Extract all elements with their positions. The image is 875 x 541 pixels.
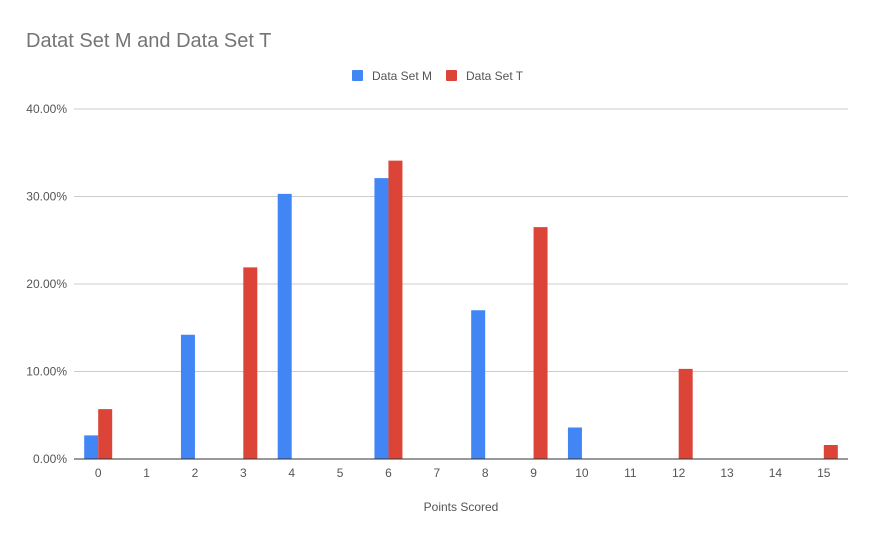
y-tick-label-4: 40.00% <box>26 102 67 116</box>
x-tick-label-11: 11 <box>624 466 637 480</box>
x-tick-label-15: 15 <box>817 466 831 480</box>
bar-data-set-t-6[interactable] <box>388 160 403 460</box>
bar-data-set-m-8[interactable] <box>471 310 486 459</box>
x-tick-label-5: 5 <box>337 466 344 480</box>
legend: Data Set M Data Set T <box>352 69 524 83</box>
x-tick-label-13: 13 <box>720 466 734 480</box>
x-tick-label-2: 2 <box>192 466 199 480</box>
bar-data-set-m-10[interactable] <box>567 427 582 460</box>
chart-title: Datat Set M and Data Set T <box>26 30 271 52</box>
y-tick-label-1: 10.00% <box>26 365 67 379</box>
y-tick-label-3: 30.00% <box>26 190 67 204</box>
x-tick-label-6: 6 <box>385 466 392 480</box>
legend-swatch-data-set-m <box>352 70 363 81</box>
x-tick-label-0: 0 <box>95 466 102 480</box>
legend-label-data-set-m: Data Set M <box>372 69 432 83</box>
bars <box>84 160 838 460</box>
bar-data-set-t-3[interactable] <box>243 267 258 460</box>
x-axis-label: Points Scored <box>424 500 499 514</box>
legend-label-data-set-t: Data Set T <box>466 69 524 83</box>
legend-swatch-data-set-t <box>446 70 457 81</box>
y-axis-ticks: 0.00% 10.00% 20.00% 30.00% 40.00% <box>26 102 67 466</box>
x-tick-label-7: 7 <box>433 466 440 480</box>
y-tick-label-0: 0.00% <box>33 452 67 466</box>
x-tick-label-8: 8 <box>482 466 489 480</box>
bar-data-set-m-6[interactable] <box>374 178 389 460</box>
bar-data-set-t-15[interactable] <box>823 445 838 459</box>
x-tick-label-9: 9 <box>530 466 537 480</box>
x-tick-label-10: 10 <box>575 466 589 480</box>
x-axis-ticks: 0 1 2 3 4 5 6 7 8 9 10 11 12 13 14 15 <box>95 466 831 480</box>
y-tick-label-2: 20.00% <box>26 277 67 291</box>
bar-data-set-t-9[interactable] <box>533 227 548 460</box>
bar-data-set-m-0[interactable] <box>84 435 99 460</box>
y-gridlines <box>74 108 848 372</box>
x-tick-label-12: 12 <box>672 466 686 480</box>
bar-data-set-t-12[interactable] <box>678 368 693 460</box>
bar-data-set-m-2[interactable] <box>180 334 195 459</box>
x-tick-label-1: 1 <box>143 466 150 480</box>
bar-data-set-t-0[interactable] <box>98 409 113 460</box>
x-tick-label-14: 14 <box>769 466 783 480</box>
bar-data-set-m-4[interactable] <box>277 193 292 460</box>
x-tick-label-3: 3 <box>240 466 247 480</box>
x-tick-label-4: 4 <box>288 466 295 480</box>
